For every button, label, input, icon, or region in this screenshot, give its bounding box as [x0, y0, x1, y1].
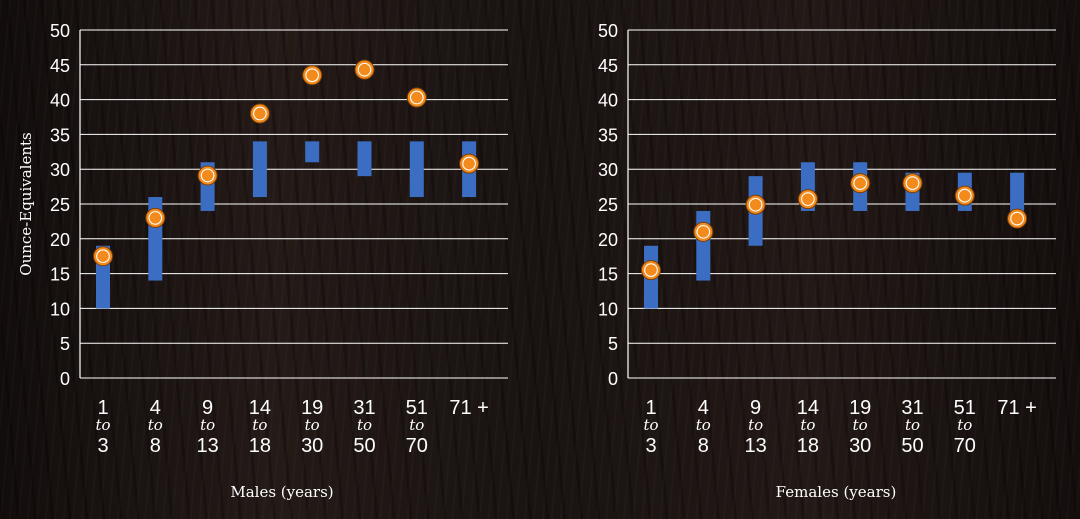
males-y-tick-label: 5 [60, 334, 70, 354]
males-x-tick-label: 13 [196, 435, 218, 457]
males-point-marker-ring [358, 63, 371, 76]
males-x-tick-label: 70 [406, 435, 428, 457]
males-y-tick-label: 35 [50, 125, 70, 145]
males-x-tick-label: to [95, 416, 110, 434]
females-x-tick-label: to [696, 416, 711, 434]
males-point-marker-ring [411, 91, 424, 104]
females-x-tick-label: to [748, 416, 763, 434]
males-point-marker-ring [306, 69, 319, 82]
males-x-tick-label: to [357, 416, 372, 434]
males-x-tick-label: 71 + [449, 397, 488, 419]
males-x-tick-label: 50 [353, 435, 375, 457]
males-x-tick-label: to [252, 416, 267, 434]
males-y-tick-label: 45 [50, 56, 70, 76]
females-point-marker-ring [645, 264, 658, 277]
females-x-tick-label: to [800, 416, 815, 434]
males-x-tick-label: to [409, 416, 424, 434]
females-x-tick-label: 18 [797, 435, 819, 457]
males-point-marker-ring [149, 212, 162, 225]
females-point-marker-ring [906, 177, 919, 190]
females-x-tick-label: 3 [645, 435, 656, 457]
males-y-tick-label: 10 [50, 299, 70, 319]
females-y-tick-label: 0 [608, 369, 618, 389]
females-x-tick-label: to [957, 416, 972, 434]
females-point-marker-ring [749, 198, 762, 211]
females-x-tick-label: 13 [744, 435, 766, 457]
males-point-marker-ring [201, 169, 214, 182]
females-point-marker-ring [802, 193, 815, 206]
females-x-tick-label: 50 [901, 435, 923, 457]
females-y-tick-label: 50 [598, 21, 618, 41]
males-range-bar [358, 141, 372, 176]
females-y-tick-label: 10 [598, 299, 618, 319]
females-x-tick-label: to [853, 416, 868, 434]
males-point-marker-ring [254, 107, 267, 120]
males-x-tick-label: 18 [249, 435, 271, 457]
males-y-tick-label: 25 [50, 195, 70, 215]
males-y-tick-label: 20 [50, 230, 70, 250]
males-x-tick-label: 30 [301, 435, 323, 457]
females-x-tick-label: 70 [954, 435, 976, 457]
males-point-marker-ring [97, 250, 110, 263]
males-y-tick-label: 15 [50, 265, 70, 285]
females-x-tick-label: 71 + [997, 397, 1036, 419]
females-point-marker-ring [854, 177, 867, 190]
females-y-tick-label: 35 [598, 125, 618, 145]
females-y-tick-label: 40 [598, 91, 618, 111]
females-x-axis-title: Females (years) [776, 483, 897, 501]
males-y-tick-label: 40 [50, 91, 70, 111]
males-range-bar [253, 141, 267, 197]
females-y-tick-label: 20 [598, 230, 618, 250]
females-y-tick-label: 30 [598, 160, 618, 180]
females-y-tick-label: 15 [598, 265, 618, 285]
females-x-tick-label: to [643, 416, 658, 434]
females-y-tick-label: 5 [608, 334, 618, 354]
males-x-tick-label: to [200, 416, 215, 434]
males-x-tick-label: 8 [150, 435, 161, 457]
females-y-tick-label: 25 [598, 195, 618, 215]
females-x-tick-label: 8 [698, 435, 709, 457]
females-range-bar [696, 211, 710, 281]
females-point-marker-ring [1011, 212, 1024, 225]
males-y-tick-label: 0 [60, 369, 70, 389]
males-y-axis-title: Ounce-Equivalents [17, 132, 35, 275]
males-y-tick-label: 30 [50, 160, 70, 180]
males-x-tick-label: 3 [97, 435, 108, 457]
males-x-tick-label: to [148, 416, 163, 434]
males-x-tick-label: to [305, 416, 320, 434]
males-range-bar [410, 141, 424, 197]
males-range-bar [305, 141, 319, 162]
females-x-tick-label: 30 [849, 435, 871, 457]
females-x-tick-label: to [905, 416, 920, 434]
males-x-axis-title: Males (years) [230, 483, 333, 501]
females-point-marker-ring [697, 226, 710, 239]
females-y-tick-label: 45 [598, 56, 618, 76]
females-point-marker-ring [959, 189, 972, 202]
males-point-marker-ring [463, 157, 476, 170]
males-y-tick-label: 50 [50, 21, 70, 41]
